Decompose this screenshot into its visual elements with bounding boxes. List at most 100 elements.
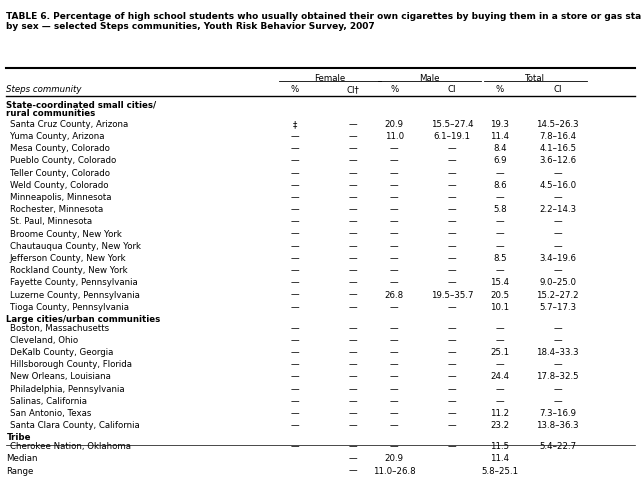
Text: 13.8–36.3: 13.8–36.3 xyxy=(537,421,579,430)
Text: %: % xyxy=(496,85,504,94)
Text: 7.8–16.4: 7.8–16.4 xyxy=(539,132,576,141)
Text: —: — xyxy=(348,120,357,129)
Text: Total: Total xyxy=(525,74,545,83)
Text: 11.4: 11.4 xyxy=(490,132,510,141)
Text: 2.2–14.3: 2.2–14.3 xyxy=(539,205,576,214)
Text: —: — xyxy=(290,193,299,202)
Text: —: — xyxy=(290,372,299,381)
Text: 20.9: 20.9 xyxy=(385,120,404,129)
Text: San Antonio, Texas: San Antonio, Texas xyxy=(10,409,91,418)
Text: 15.5–27.4: 15.5–27.4 xyxy=(431,120,473,129)
Text: Philadelphia, Pennsylvania: Philadelphia, Pennsylvania xyxy=(10,385,124,393)
Text: 4.1–16.5: 4.1–16.5 xyxy=(539,144,576,153)
Text: —: — xyxy=(390,229,399,239)
Text: rural communities: rural communities xyxy=(6,109,96,118)
Text: —: — xyxy=(553,324,562,333)
Text: —: — xyxy=(447,303,456,312)
Text: —: — xyxy=(390,360,399,369)
Text: —: — xyxy=(290,181,299,190)
Text: —: — xyxy=(447,324,456,333)
Text: Santa Cruz County, Arizona: Santa Cruz County, Arizona xyxy=(10,120,128,129)
Text: —: — xyxy=(447,278,456,287)
Text: —: — xyxy=(495,385,504,393)
Text: —: — xyxy=(447,372,456,381)
Text: 11.5: 11.5 xyxy=(490,442,510,451)
Text: 3.4–19.6: 3.4–19.6 xyxy=(539,254,576,263)
Text: —: — xyxy=(390,217,399,227)
Text: —: — xyxy=(447,421,456,430)
Text: —: — xyxy=(290,324,299,333)
Text: —: — xyxy=(447,397,456,406)
Text: —: — xyxy=(290,421,299,430)
Text: —: — xyxy=(390,372,399,381)
Text: Mesa County, Colorado: Mesa County, Colorado xyxy=(10,144,110,153)
Text: 17.8–32.5: 17.8–32.5 xyxy=(537,372,579,381)
Text: 5.4–22.7: 5.4–22.7 xyxy=(539,442,576,451)
Text: —: — xyxy=(348,181,357,190)
Text: —: — xyxy=(348,278,357,287)
Text: 9.0–25.0: 9.0–25.0 xyxy=(539,278,576,287)
Text: —: — xyxy=(447,156,456,165)
Text: —: — xyxy=(447,169,456,178)
Text: —: — xyxy=(348,193,357,202)
Text: —: — xyxy=(390,385,399,393)
Text: —: — xyxy=(348,229,357,239)
Text: —: — xyxy=(390,324,399,333)
Text: 11.4: 11.4 xyxy=(490,455,510,463)
Text: —: — xyxy=(495,169,504,178)
Text: —: — xyxy=(390,144,399,153)
Text: —: — xyxy=(348,348,357,357)
Text: —: — xyxy=(495,217,504,227)
Text: —: — xyxy=(447,229,456,239)
Text: —: — xyxy=(290,132,299,141)
Text: —: — xyxy=(348,242,357,251)
Text: —: — xyxy=(447,336,456,345)
Text: —: — xyxy=(495,397,504,406)
Text: —: — xyxy=(290,278,299,287)
Text: 7.3–16.9: 7.3–16.9 xyxy=(539,409,576,418)
Text: —: — xyxy=(290,169,299,178)
Text: —: — xyxy=(553,169,562,178)
Text: 6.9: 6.9 xyxy=(493,156,507,165)
Text: —: — xyxy=(348,397,357,406)
Text: —: — xyxy=(553,242,562,251)
Text: —: — xyxy=(290,348,299,357)
Text: —: — xyxy=(348,442,357,451)
Text: State-coordinated small cities/: State-coordinated small cities/ xyxy=(6,100,156,109)
Text: —: — xyxy=(390,442,399,451)
Text: 25.1: 25.1 xyxy=(490,348,510,357)
Text: Cleveland, Ohio: Cleveland, Ohio xyxy=(10,336,78,345)
Text: Male: Male xyxy=(419,74,440,83)
Text: 26.8: 26.8 xyxy=(385,291,404,300)
Text: —: — xyxy=(348,144,357,153)
Text: TABLE 6. Percentage of high school students who usually obtained their own cigar: TABLE 6. Percentage of high school stude… xyxy=(6,12,641,32)
Text: —: — xyxy=(495,193,504,202)
Text: —: — xyxy=(348,254,357,263)
Text: —: — xyxy=(348,266,357,275)
Text: —: — xyxy=(290,217,299,227)
Text: 11.0: 11.0 xyxy=(385,132,404,141)
Text: 3.6–12.6: 3.6–12.6 xyxy=(539,156,576,165)
Text: —: — xyxy=(348,217,357,227)
Text: 23.2: 23.2 xyxy=(490,421,510,430)
Text: Teller County, Colorado: Teller County, Colorado xyxy=(10,169,110,178)
Text: Tribe: Tribe xyxy=(6,434,31,442)
Text: —: — xyxy=(290,229,299,239)
Text: 6.1–19.1: 6.1–19.1 xyxy=(433,132,470,141)
Text: —: — xyxy=(390,254,399,263)
Text: 10.1: 10.1 xyxy=(490,303,510,312)
Text: Median: Median xyxy=(6,455,38,463)
Text: Female: Female xyxy=(315,74,345,83)
Text: Santa Clara County, California: Santa Clara County, California xyxy=(10,421,139,430)
Text: Fayette County, Pennsylvania: Fayette County, Pennsylvania xyxy=(10,278,137,287)
Text: 24.4: 24.4 xyxy=(490,372,510,381)
Text: Cherokee Nation, Oklahoma: Cherokee Nation, Oklahoma xyxy=(10,442,131,451)
Text: —: — xyxy=(348,360,357,369)
Text: Jefferson County, New York: Jefferson County, New York xyxy=(10,254,126,263)
Text: Yuma County, Arizona: Yuma County, Arizona xyxy=(10,132,104,141)
Text: —: — xyxy=(553,397,562,406)
Text: Large cities/urban communities: Large cities/urban communities xyxy=(6,315,161,324)
Text: —: — xyxy=(447,242,456,251)
Text: 5.8: 5.8 xyxy=(493,205,507,214)
Text: St. Paul, Minnesota: St. Paul, Minnesota xyxy=(10,217,92,227)
